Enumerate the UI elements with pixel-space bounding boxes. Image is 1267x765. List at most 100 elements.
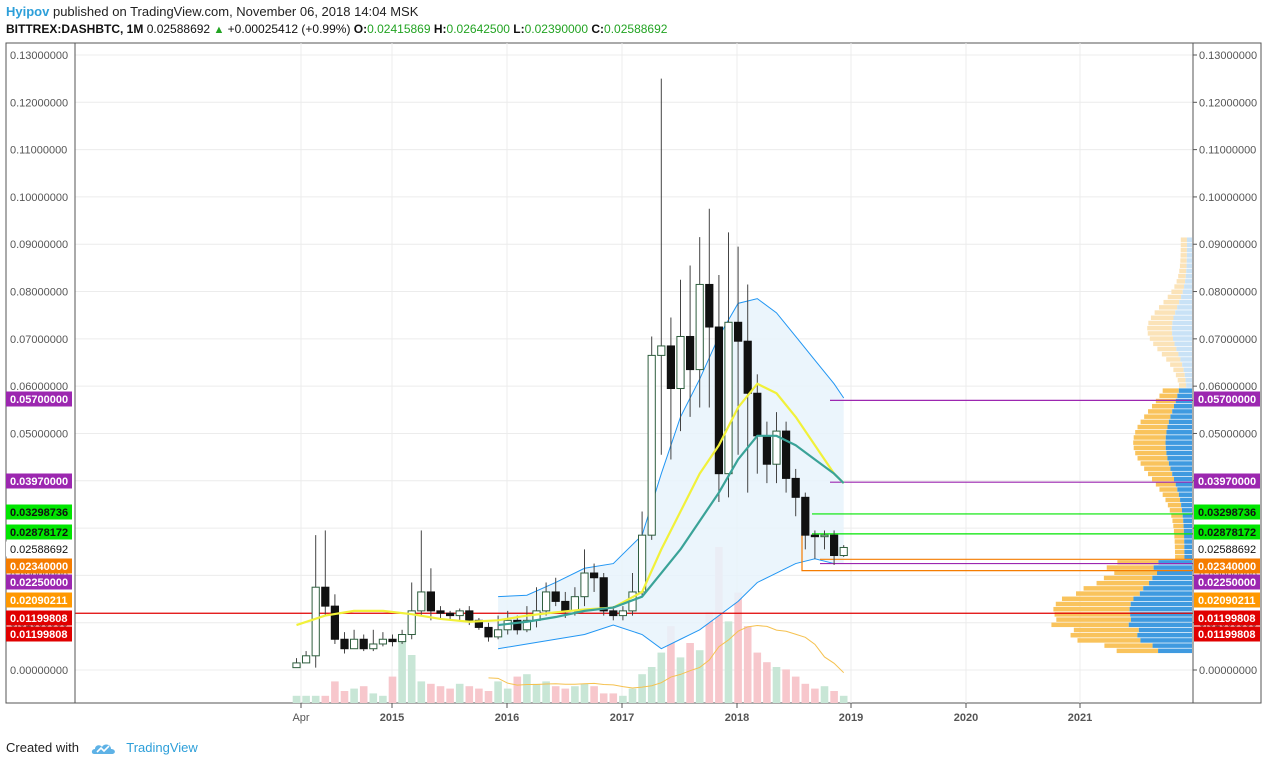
- time-axis[interactable]: Apr 2015 2016 2017 2018 2019 2020 2021: [292, 703, 1092, 724]
- x-tick-label: 2021: [1068, 712, 1092, 724]
- volume-bar: [446, 689, 454, 703]
- profile-bar-orange: [1107, 565, 1154, 570]
- profile-bar-blue: [1184, 539, 1192, 544]
- price-tag-right-text: 0.02090211: [1198, 595, 1256, 607]
- profile-bar-blue: [1166, 451, 1192, 456]
- profile-bar-blue: [1184, 534, 1192, 539]
- volume-bar: [811, 689, 819, 703]
- last-price-tag-right-text: 0.02588692: [1198, 544, 1256, 556]
- profile-bar-orange: [1104, 643, 1152, 648]
- profile-bar-orange: [1155, 310, 1176, 315]
- candle-body: [341, 639, 348, 648]
- candle-body: [370, 644, 377, 649]
- profile-bar-orange: [1117, 649, 1158, 654]
- volume-bar: [571, 686, 579, 703]
- candle-body: [331, 606, 338, 639]
- volume-bar: [696, 650, 704, 703]
- price-chart[interactable]: 0.13000000 0.12000000 0.11000000 0.10000000…: [0, 0, 1267, 765]
- profile-bar-orange: [1138, 456, 1168, 461]
- profile-bar-orange: [1170, 508, 1182, 513]
- volume-bar: [562, 689, 570, 703]
- profile-bar-blue: [1182, 508, 1192, 513]
- candle-body: [418, 592, 425, 611]
- profile-bar-blue: [1184, 368, 1192, 373]
- candle-body: [725, 322, 732, 473]
- candle-body: [754, 393, 761, 436]
- profile-bar-orange: [1138, 425, 1168, 430]
- profile-bar-orange: [1144, 466, 1170, 471]
- candle-body: [610, 611, 617, 616]
- profile-bar-blue: [1172, 321, 1192, 326]
- tradingview-cloud-icon: [91, 742, 117, 756]
- candle-body: [447, 613, 454, 615]
- y-tick-label: 0.12000000: [10, 97, 68, 109]
- profile-bar-orange: [1134, 446, 1166, 451]
- profile-bar-blue: [1183, 518, 1192, 523]
- volume-bar: [341, 691, 349, 703]
- profile-bar-blue: [1174, 316, 1192, 321]
- candle-body: [581, 573, 588, 597]
- profile-bar-orange: [1174, 529, 1184, 534]
- volume-bar: [437, 686, 445, 703]
- profile-bar-blue: [1184, 524, 1192, 529]
- profile-bar-orange: [1168, 295, 1181, 300]
- profile-bar-orange: [1178, 378, 1186, 383]
- profile-bar-orange: [1056, 602, 1131, 607]
- profile-bar-orange: [1053, 607, 1129, 612]
- volume-bar: [619, 696, 627, 703]
- profile-bar-orange: [1173, 368, 1183, 373]
- price-tag-right-text: 0.03298736: [1198, 507, 1256, 519]
- profile-bar-blue: [1177, 305, 1192, 310]
- y-tick-label: 0.10000000: [10, 192, 68, 204]
- profile-bar-orange: [1173, 524, 1183, 529]
- candle-body: [571, 597, 578, 611]
- profile-bar-blue: [1183, 290, 1192, 295]
- y-tick-label: 0.11000000: [10, 145, 67, 157]
- profile-bar-blue: [1174, 477, 1192, 482]
- volume-bar: [830, 691, 838, 703]
- profile-bar-blue: [1130, 607, 1192, 612]
- candle-body: [427, 592, 434, 611]
- tradingview-link[interactable]: TradingView: [126, 740, 198, 755]
- x-tick-label: Apr: [292, 712, 309, 724]
- profile-bar-orange: [1148, 331, 1172, 336]
- candle-body: [648, 355, 655, 535]
- profile-bar-blue: [1139, 628, 1192, 633]
- candle-body: [312, 587, 319, 656]
- volume-bar: [658, 653, 666, 703]
- volume-bar: [677, 657, 685, 703]
- profile-bar-blue: [1166, 435, 1192, 440]
- profile-bar-orange: [1181, 253, 1187, 257]
- candle-body: [763, 436, 770, 464]
- candle-body: [802, 497, 809, 535]
- volume-bar: [821, 686, 829, 703]
- profile-bar-blue: [1186, 378, 1192, 383]
- profile-bar-orange: [1147, 326, 1172, 331]
- x-tick-label: 2016: [495, 712, 519, 724]
- created-with-label: Created with: [6, 740, 79, 755]
- volume-bar: [734, 593, 742, 703]
- candle-body: [322, 587, 329, 606]
- profile-bar-blue: [1166, 446, 1192, 451]
- price-tag-right-text: 0.02340000: [1198, 561, 1256, 573]
- profile-bar-blue: [1180, 498, 1192, 503]
- candle-body: [495, 630, 502, 637]
- volume-bar: [408, 655, 416, 703]
- profile-bar-blue: [1184, 545, 1192, 550]
- y-tick-label: 0.07000000: [10, 334, 68, 346]
- candle-body: [619, 611, 626, 616]
- price-tag-left-text: 0.02250000: [10, 577, 68, 589]
- profile-bar-blue: [1179, 492, 1192, 497]
- candle-body: [831, 535, 838, 555]
- candle-body: [821, 535, 828, 537]
- y-tick-label: 0.06000000: [10, 381, 68, 393]
- y-tick-label-right: 0.13000000: [1199, 50, 1257, 62]
- profile-bar-orange: [1177, 279, 1185, 284]
- price-tag-left-text: 0.01199808: [10, 629, 68, 641]
- profile-bar-orange: [1181, 248, 1187, 253]
- y-tick-label-right: 0.08000000: [1199, 287, 1257, 299]
- volume-bar: [552, 686, 560, 703]
- profile-bar-orange: [1181, 237, 1187, 242]
- price-tag-right-text: 0.01199808: [1198, 613, 1256, 625]
- profile-bar-blue: [1187, 253, 1192, 257]
